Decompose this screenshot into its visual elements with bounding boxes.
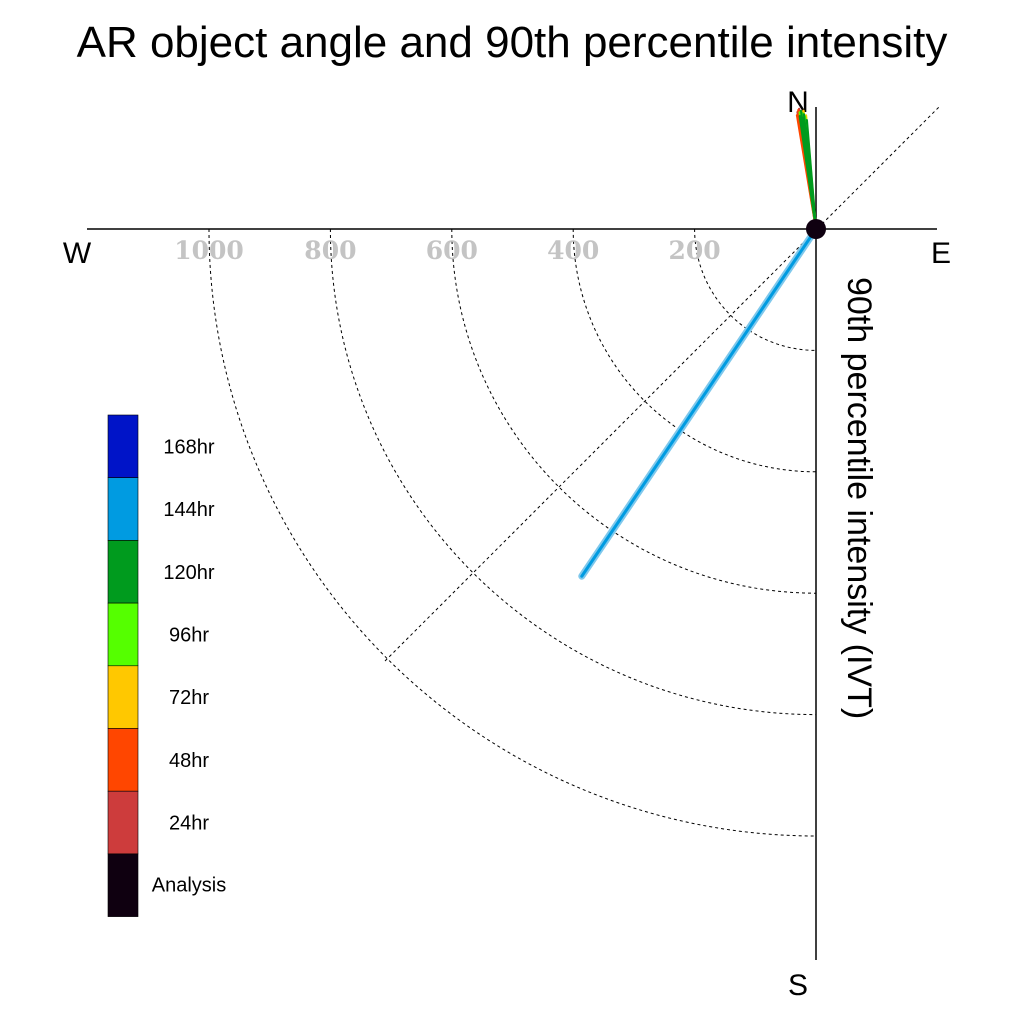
intensity-rings <box>208 228 817 837</box>
ring-800 <box>329 228 817 716</box>
legend-swatch-Analysis <box>107 853 139 917</box>
legend-label-72hr: 72hr <box>169 687 209 709</box>
ring-400 <box>572 228 817 473</box>
legend-swatch-48hr <box>107 728 139 792</box>
ring-200 <box>694 228 817 351</box>
legend-swatch-72hr <box>107 665 139 729</box>
line-120hr-3 <box>798 114 818 231</box>
ring-label-1000: 1000 <box>174 236 244 265</box>
ring-label-400: 400 <box>547 236 599 265</box>
ring-label-600: 600 <box>426 236 478 265</box>
legend-swatch-96hr <box>107 602 139 667</box>
compass-west: W <box>63 237 92 270</box>
radial-axis-label: 90th percentile intensity (IVT) <box>840 277 878 719</box>
ring-1000 <box>208 228 817 837</box>
legend-label-96hr: 96hr <box>169 624 209 646</box>
series-lines <box>578 107 820 580</box>
ring-label-200: 200 <box>669 236 721 265</box>
legend-label-144hr: 144hr <box>163 499 214 521</box>
legend-label-168hr: 168hr <box>163 436 214 458</box>
legend-swatch-120hr <box>107 540 139 604</box>
diagonal-guide <box>384 105 941 662</box>
ring-label-800: 800 <box>304 236 356 265</box>
ring-600 <box>451 228 817 594</box>
legend-swatch-144hr <box>107 477 139 541</box>
ring-labels: 200 400 600 800 1000 <box>174 236 720 265</box>
line-144hr-0 <box>580 227 818 578</box>
chart-title: AR object angle and 90th percentile inte… <box>77 18 948 67</box>
legend-label-48hr: 48hr <box>169 750 209 772</box>
legend-label-24hr: 24hr <box>169 813 209 835</box>
legend-swatch-24hr <box>107 790 139 855</box>
legend-label-Analysis: Analysis <box>152 874 226 896</box>
legend: 168hr 144hr 120hr 96hr 72hr 48hr 24hr Analysis <box>107 414 226 917</box>
analysis-point <box>806 219 826 239</box>
line-120hr-4 <box>805 119 818 231</box>
compass-east: E <box>931 237 951 270</box>
compass-south: S <box>788 969 808 1002</box>
legend-swatch-168hr <box>107 414 139 479</box>
legend-label-120hr: 120hr <box>163 562 214 584</box>
